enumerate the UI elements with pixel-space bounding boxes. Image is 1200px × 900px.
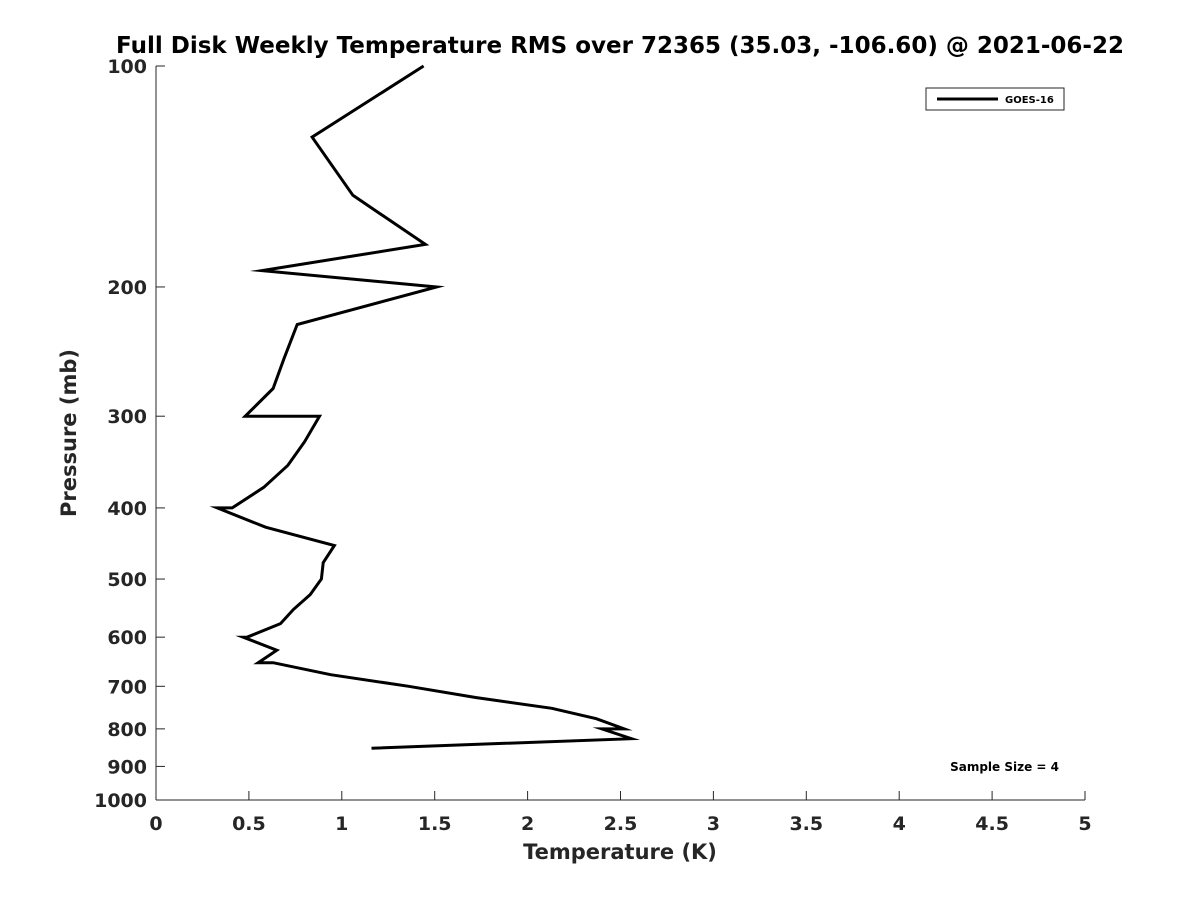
y-tick-label: 300 bbox=[107, 406, 147, 428]
x-axis-label: Temperature (K) bbox=[523, 840, 717, 864]
x-axis-ticks: 0 0.5 1 1.5 2 2.5 3 3.5 4 4.5 5 bbox=[149, 791, 1092, 835]
y-tick-label: 400 bbox=[107, 498, 147, 520]
x-tick-label: 2 bbox=[521, 813, 534, 835]
chart-title: Full Disk Weekly Temperature RMS over 72… bbox=[116, 33, 1124, 59]
x-tick-label: 0.5 bbox=[232, 813, 266, 835]
y-tick-label: 800 bbox=[107, 719, 147, 741]
y-tick-label: 900 bbox=[107, 756, 147, 778]
series-line bbox=[209, 64, 641, 750]
x-tick-label: 2.5 bbox=[604, 813, 638, 835]
x-tick-label: 0 bbox=[149, 813, 162, 835]
y-tick-label: 600 bbox=[107, 627, 147, 649]
x-tick-label: 3.5 bbox=[789, 813, 823, 835]
x-tick-label: 4.5 bbox=[975, 813, 1009, 835]
y-tick-label: 500 bbox=[107, 569, 147, 591]
x-tick-label: 5 bbox=[1078, 813, 1091, 835]
legend: GOES-16 bbox=[925, 87, 1065, 111]
sample-size-annotation: Sample Size = 4 bbox=[950, 760, 1059, 774]
y-tick-label: 1000 bbox=[94, 790, 147, 812]
series-layer bbox=[209, 64, 641, 750]
y-tick-label: 100 bbox=[107, 56, 147, 78]
legend-label: GOES-16 bbox=[1005, 95, 1054, 106]
axes bbox=[155, 66, 1085, 801]
x-tick-label: 4 bbox=[893, 813, 906, 835]
x-tick-label: 1 bbox=[335, 813, 348, 835]
y-tick-label: 700 bbox=[107, 676, 147, 698]
y-tick-label: 200 bbox=[107, 277, 147, 299]
y-axis-ticks: 100 200 300 400 500 600 700 800 900 1000 bbox=[94, 56, 165, 812]
x-tick-label: 3 bbox=[707, 813, 720, 835]
x-tick-label: 1.5 bbox=[418, 813, 452, 835]
y-axis-label: Pressure (mb) bbox=[57, 349, 81, 517]
